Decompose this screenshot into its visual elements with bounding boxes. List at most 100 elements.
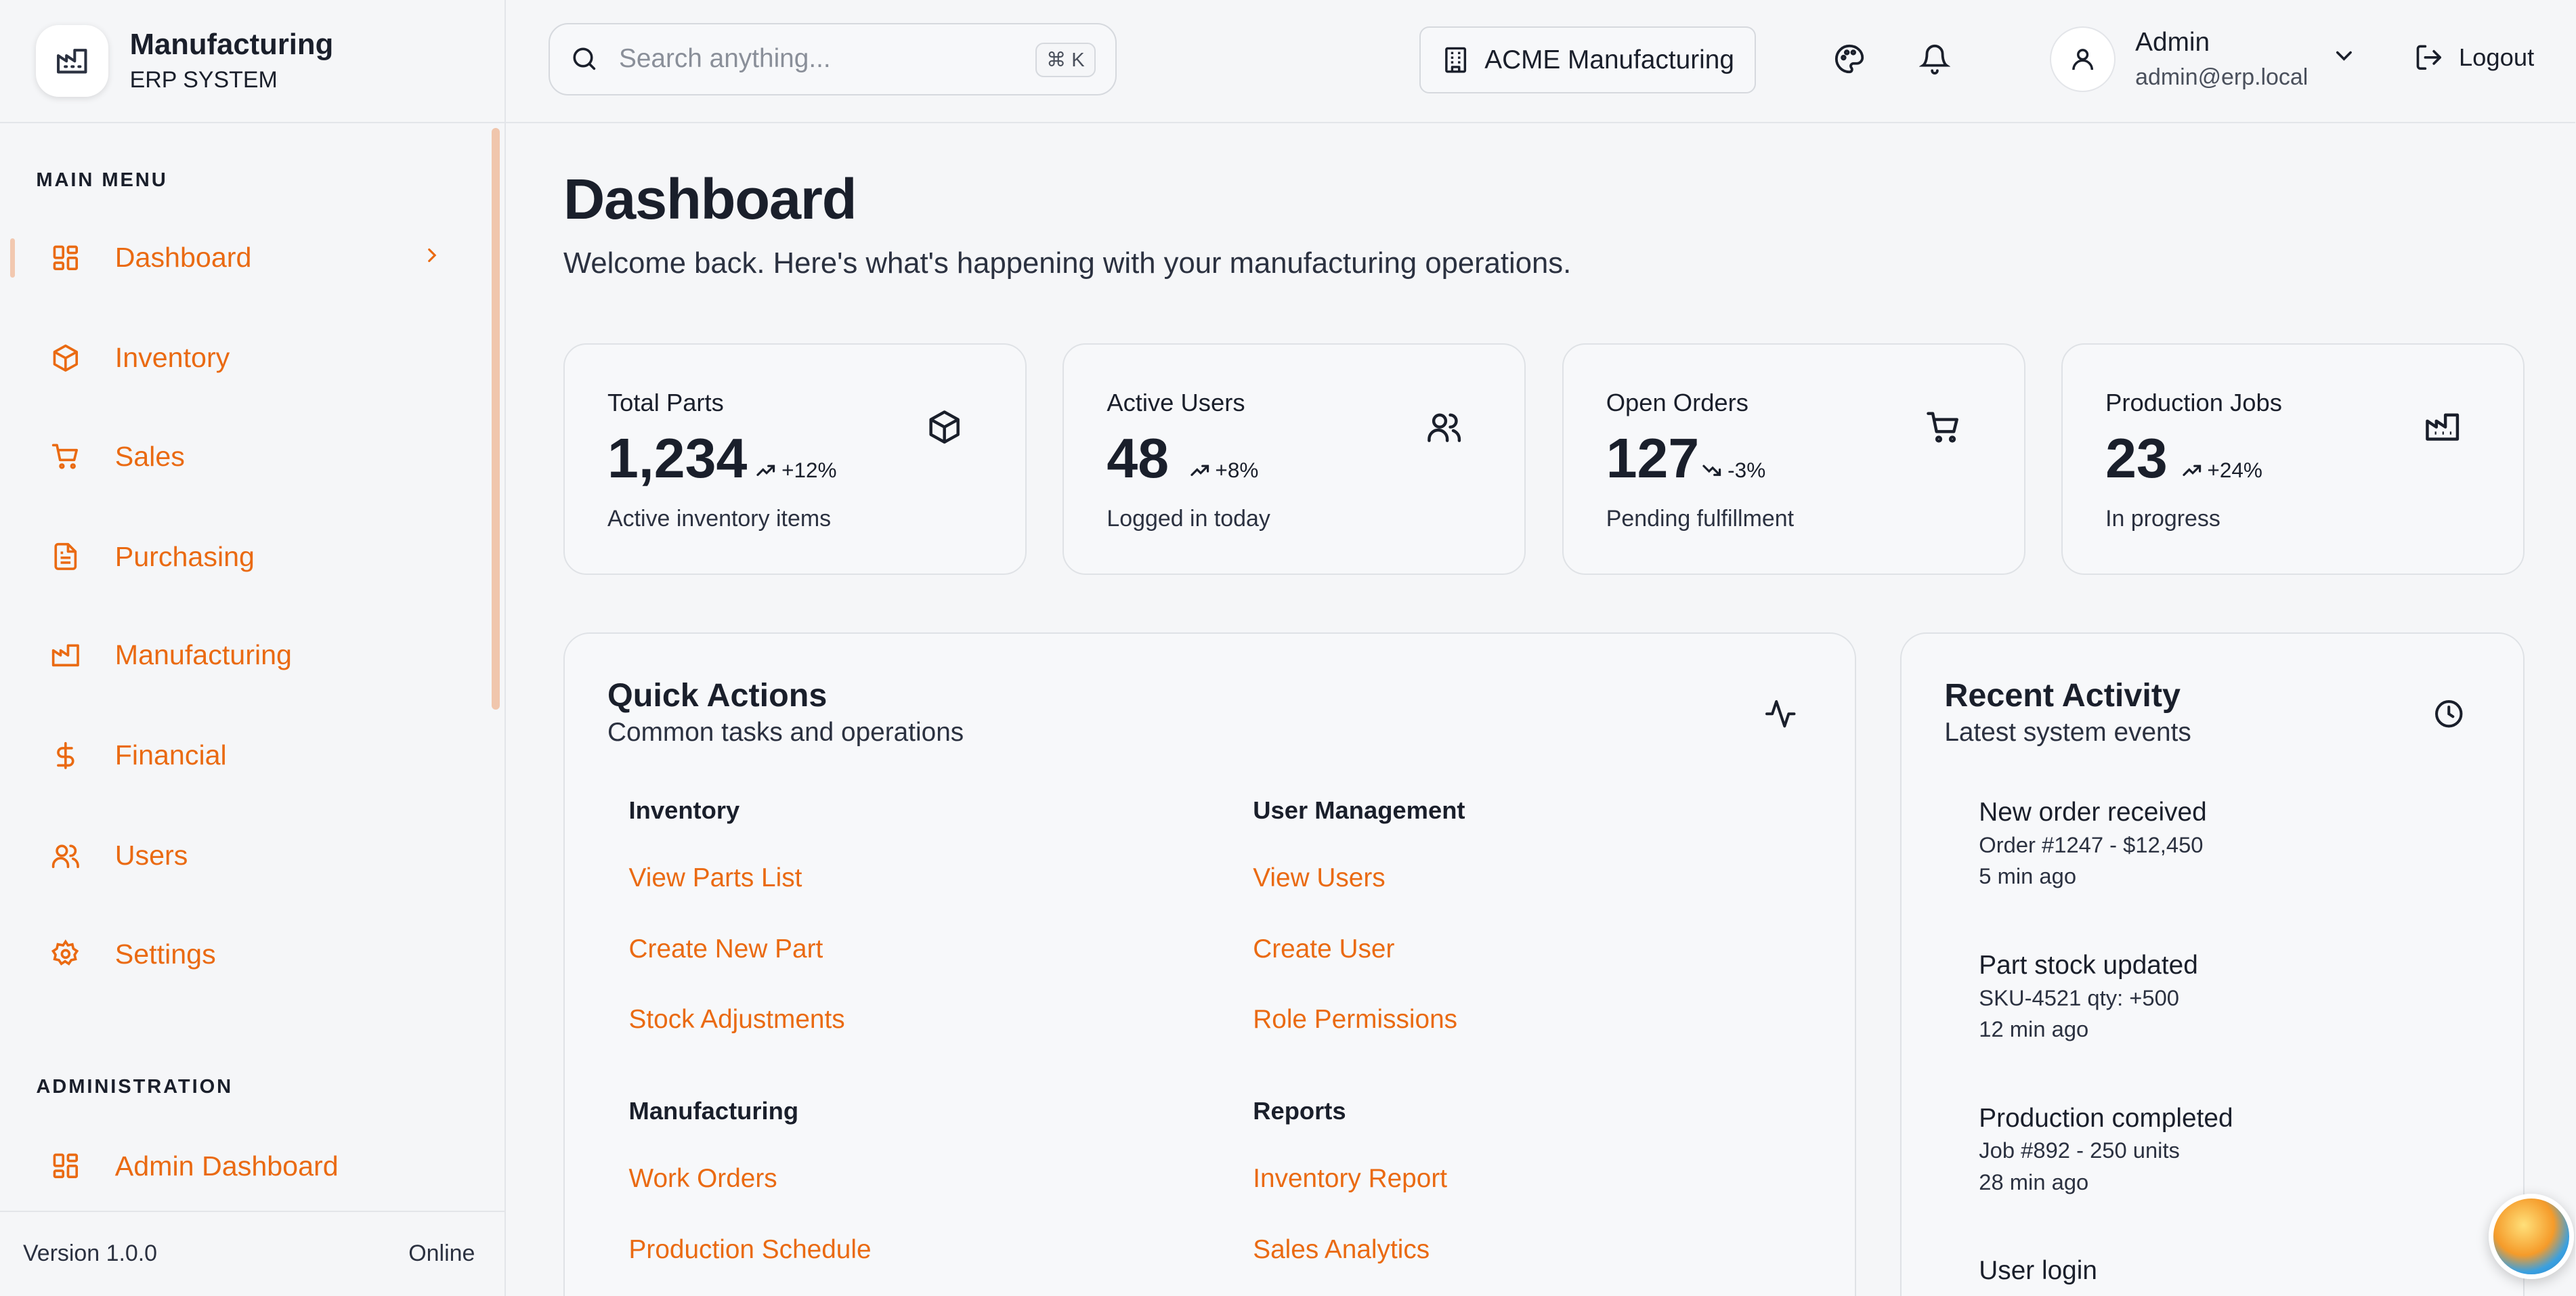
stat-label: Total Parts [607,389,724,417]
stat-card-total-parts: Total Parts 1,234 +12% Active inventory … [563,343,1027,575]
sidebar-footer: Version 1.0.0 Online [0,1210,505,1296]
link-sales-analytics[interactable]: Sales Analytics [1253,1234,1430,1264]
clock-icon [2432,697,2466,731]
box-icon [49,341,83,374]
stat-label: Open Orders [1606,389,1748,417]
qa-group-heading: Reports [1253,1096,1346,1125]
user-email: admin@erp.local [2135,64,2309,90]
sidebar: Manufacturing ERP SYSTEM MAIN MENU Dashb… [0,0,507,1296]
trending-up-icon [755,460,777,481]
sidebar-nav: MAIN MENU Dashboard Inventory [0,125,505,1210]
stat-description: Active inventory items [607,505,832,532]
bell-icon[interactable] [1918,43,1952,76]
logout-icon [2414,43,2444,72]
gear-icon [49,938,83,971]
stat-trend-value: -3% [1727,458,1766,483]
sidebar-item-manufacturing[interactable]: Manufacturing [0,619,476,691]
building-icon [1442,46,1469,74]
stat-card-active-users: Active Users 48 +8% Logged in today [1062,343,1526,575]
link-inventory-report[interactable]: Inventory Report [1253,1164,1448,1194]
stat-trend-value: +24% [2207,458,2262,483]
stat-label: Active Users [1107,389,1245,417]
sidebar-item-purchasing[interactable]: Purchasing [0,521,476,593]
sidebar-item-label: Inventory [114,342,230,374]
stat-description: In progress [2105,505,2220,532]
users-icon [49,839,83,872]
status-text: Online [408,1240,475,1267]
factory-icon [2424,409,2460,445]
grid-icon [49,242,83,275]
sidebar-item-users[interactable]: Users [0,819,476,892]
sidebar-item-settings[interactable]: Settings [0,918,476,991]
page-subtitle: Welcome back. Here's what's happening wi… [563,246,1572,280]
trending-up-icon [2181,460,2203,481]
stat-value: 1,234 [607,427,748,490]
company-selector[interactable]: ACME Manufacturing [1419,26,1756,94]
stat-trend: +8% [1189,458,1259,483]
avatar[interactable] [2050,26,2116,92]
link-stock-adjustments[interactable]: Stock Adjustments [628,1004,845,1034]
link-create-user[interactable]: Create User [1253,934,1395,964]
qa-group-heading: Manufacturing [628,1096,799,1125]
trending-up-icon [1189,460,1211,481]
activity-icon [1764,697,1797,731]
search-box[interactable]: ⌘ K [549,22,1117,95]
stat-trend-value: +8% [1215,458,1259,483]
user-name[interactable]: Admin [2135,28,2210,58]
stat-card-production-jobs: Production Jobs 23 +24% In progress [2061,343,2525,575]
link-create-new-part[interactable]: Create New Part [628,934,823,964]
card-subtitle: Latest system events [1944,717,2191,747]
cart-icon [49,440,83,473]
grid-icon [49,1150,83,1183]
activity-title: Part stock updated [1979,950,2198,980]
page-title: Dashboard [563,166,857,231]
company-name: ACME Manufacturing [1484,45,1734,74]
sidebar-item-dashboard[interactable]: Dashboard [0,221,476,294]
top-header: ⌘ K ACME Manufacturing Admin admin@erp.l… [506,0,2576,123]
chevron-down-icon[interactable] [2331,43,2357,76]
stat-value: 127 [1606,427,1700,490]
search-icon [570,44,599,74]
version-text: Version 1.0.0 [22,1240,158,1267]
search-input[interactable] [618,44,997,74]
activity-time: 5 min ago [1979,863,2077,889]
activity-title: User login [1979,1256,2097,1286]
activity-time: 28 min ago [1979,1169,2089,1194]
palette-icon[interactable] [1833,43,1866,76]
floating-assistant-icon[interactable] [2488,1194,2574,1280]
box-icon [926,409,962,445]
sidebar-item-inventory[interactable]: Inventory [0,322,476,394]
link-work-orders[interactable]: Work Orders [628,1164,777,1194]
sidebar-item-label: Purchasing [114,540,255,572]
sidebar-item-label: Settings [114,938,216,970]
link-view-users[interactable]: View Users [1253,863,1386,893]
link-view-parts-list[interactable]: View Parts List [628,863,802,893]
sidebar-scrollbar[interactable] [491,128,500,710]
quick-actions-card: Quick Actions Common tasks and operation… [563,632,1856,1296]
stat-card-open-orders: Open Orders 127 -3% Pending fulfillment [1562,343,2025,575]
stat-value: 23 [2105,427,2168,490]
stat-trend: +12% [755,458,837,483]
sidebar-item-admin-dashboard[interactable]: Admin Dashboard [0,1130,476,1203]
sidebar-item-label: Sales [114,440,185,472]
sidebar-item-label: Admin Dashboard [114,1150,339,1182]
users-icon [1426,409,1462,445]
document-icon [49,540,83,574]
factory-icon[interactable] [36,24,109,98]
qa-group-heading: Inventory [628,796,740,824]
user-icon [2069,45,2097,73]
sidebar-item-label: Financial [114,739,227,771]
brand: Manufacturing ERP SYSTEM [0,0,505,123]
link-production-schedule[interactable]: Production Schedule [628,1234,872,1264]
link-role-permissions[interactable]: Role Permissions [1253,1004,1458,1034]
chevron-right-icon [421,242,444,274]
logout-button[interactable]: Logout [2414,43,2534,72]
logout-label: Logout [2458,43,2535,71]
card-title: Quick Actions [607,676,828,714]
sidebar-item-sales[interactable]: Sales [0,420,476,493]
qa-group-heading: User Management [1253,796,1465,824]
sidebar-item-label: Users [114,840,188,871]
sidebar-item-financial[interactable]: Financial [0,719,476,792]
stat-trend: +24% [2181,458,2262,483]
factory-icon [49,639,83,672]
